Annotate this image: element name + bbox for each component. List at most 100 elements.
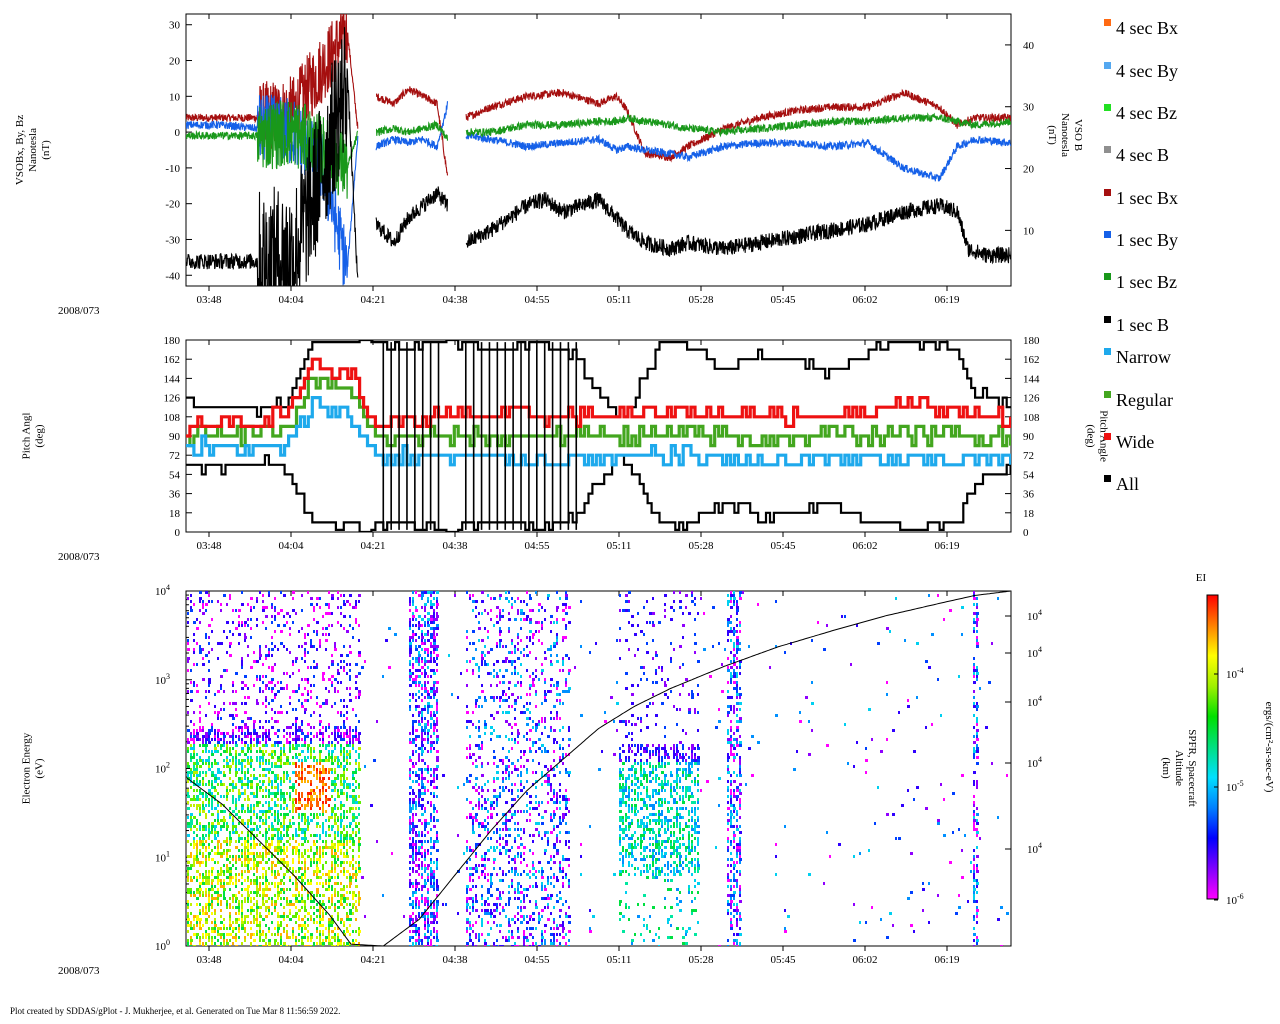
y2-tick-label: 104 [1027, 841, 1042, 856]
date-label: 2008/073 [58, 551, 100, 563]
x-tick-label: 06:02 [852, 954, 877, 966]
x-tick-label: 05:28 [688, 294, 714, 306]
legend-label: 4 sec Bz [1116, 103, 1177, 123]
x-tick-label: 04:04 [278, 954, 304, 966]
y2-tick-label: 162 [1023, 354, 1040, 366]
altitude-y2-axis-label-line: (km) [1160, 757, 1172, 779]
legend-swatch [1104, 231, 1111, 238]
energy-y-axis-label: Electron Energy (eV) [21, 732, 46, 804]
colorbar-unit-text: ergs/(cm²-sr-sec-eV) [1263, 702, 1275, 793]
y-tick-label: 30 [169, 20, 181, 32]
colorbar-tick-label: 10-6 [1226, 892, 1244, 907]
y2-tick-label: 90 [1023, 431, 1035, 443]
y-tick-label: 180 [164, 335, 181, 347]
y2-tick-label: 108 [1023, 412, 1040, 424]
legend-label: 4 sec B [1116, 145, 1169, 165]
legend-label: Regular [1116, 390, 1173, 410]
y-tick-label: -10 [165, 163, 180, 175]
legend-swatch [1104, 273, 1111, 280]
colorbar-tick-label: 10-4 [1226, 666, 1244, 681]
pitch-y2-axis-label: Pitch Angle(deg) [1085, 410, 1110, 462]
y-tick-label: 101 [155, 849, 170, 864]
x-tick-label: 04:21 [360, 540, 385, 552]
date-label: 2008/073 [58, 965, 100, 977]
legend-swatch [1104, 348, 1111, 355]
legend-swatch [1104, 316, 1111, 323]
x-tick-label: 06:19 [934, 540, 960, 552]
pitch-line-all-lower [186, 454, 1011, 532]
legend-swatch [1104, 104, 1111, 111]
y2-tick-label: 40 [1023, 40, 1035, 52]
mag-y-axis-label-line: VSOBx, By, Bz [14, 115, 26, 185]
legend-swatch [1104, 433, 1111, 440]
pitch-line-all-upper [186, 340, 1011, 418]
x-tick-label: 04:55 [524, 954, 550, 966]
y2-tick-label: 36 [1023, 489, 1035, 501]
pitch-y-axis-label-line: Pitch Angl [21, 413, 33, 460]
pitch-y2-axis-label-line: (deg) [1085, 424, 1097, 448]
y2-tick-label: 30 [1023, 102, 1035, 114]
x-tick-label: 04:21 [360, 954, 385, 966]
x-tick-label: 04:38 [442, 540, 468, 552]
y-tick-label: 0 [175, 527, 181, 539]
footer-credit: Plot created by SDDAS/gPlot - J. Mukherj… [10, 1006, 341, 1016]
x-tick-label: 06:02 [852, 294, 877, 306]
x-tick-label: 03:48 [196, 540, 222, 552]
legend-label: 1 sec By [1116, 230, 1178, 250]
x-tick-label: 04:38 [442, 954, 468, 966]
date-label: 2008/073 [58, 305, 100, 317]
altitude-y2-axis-label-line: Altitude [1173, 750, 1185, 786]
altitude-curve [187, 591, 1010, 946]
y2-tick-label: 126 [1023, 393, 1040, 405]
y-tick-label: 102 [155, 761, 170, 776]
mag-y-axis-label-line: Nanotesla [27, 128, 39, 172]
legend-swatch [1104, 146, 1111, 153]
y-tick-label: 54 [169, 469, 181, 481]
pitch-line-wide [186, 357, 1011, 438]
x-tick-label: 06:19 [934, 294, 960, 306]
x-tick-label: 05:28 [688, 540, 714, 552]
y2-tick-label: 104 [1027, 755, 1042, 770]
pitch-y-axis-label: Pitch Angl (deg) [21, 413, 46, 460]
y-tick-label: 90 [169, 431, 181, 443]
x-tick-label: 06:19 [934, 954, 960, 966]
energy-y-axis-label-line: Electron Energy [21, 732, 33, 804]
mag-y-axis-label-line: (nT) [40, 140, 52, 160]
legend-label: Wide [1116, 432, 1154, 452]
legend-label: Narrow [1116, 347, 1171, 367]
y-tick-label: 0 [175, 127, 181, 139]
x-tick-label: 04:04 [278, 540, 304, 552]
x-tick-label: 05:45 [770, 954, 796, 966]
y2-tick-label: 144 [1023, 373, 1040, 385]
series-line-1-sec-b [186, 27, 1011, 286]
y-tick-label: 18 [169, 508, 181, 520]
x-tick-label: 05:11 [607, 954, 632, 966]
y2-tick-label: 20 [1023, 164, 1035, 176]
x-tick-label: 03:48 [196, 294, 222, 306]
x-tick-label: 05:11 [607, 294, 632, 306]
x-tick-label: 05:28 [688, 954, 714, 966]
x-tick-label: 04:21 [360, 294, 385, 306]
x-tick-label: 06:02 [852, 540, 877, 552]
pitch-line-narrow [186, 396, 1011, 467]
y-tick-label: 72 [169, 450, 180, 462]
x-tick-label: 05:45 [770, 294, 796, 306]
y-tick-label: 10 [169, 91, 181, 103]
y2-tick-label: 104 [1027, 694, 1042, 709]
x-tick-label: 05:11 [607, 540, 632, 552]
colorbar [1206, 594, 1219, 900]
x-tick-label: 05:45 [770, 540, 796, 552]
mag-y2-axis-label-line: (nT) [1046, 125, 1058, 145]
y2-tick-label: 180 [1023, 335, 1040, 347]
y-tick-label: 126 [164, 393, 181, 405]
y-tick-label: 100 [155, 938, 170, 953]
legend-label: All [1116, 474, 1139, 494]
legend-swatch [1104, 19, 1111, 26]
y-tick-label: 103 [155, 672, 170, 687]
altitude-y2-axis-label-line: SPFR, Spacecraft [1186, 729, 1198, 807]
y-tick-label: 104 [155, 583, 170, 598]
colorbar-title: EI [1196, 572, 1207, 584]
